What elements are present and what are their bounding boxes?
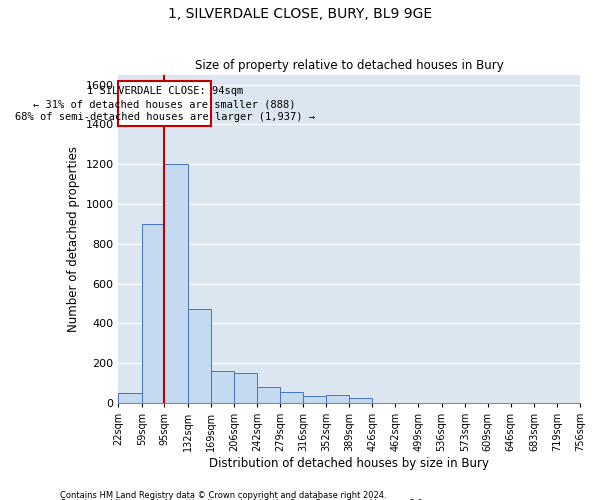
Bar bbox=[164, 164, 188, 403]
Bar bbox=[304, 396, 326, 403]
Bar bbox=[142, 224, 164, 403]
Bar bbox=[280, 392, 304, 403]
Bar bbox=[257, 387, 280, 403]
Bar bbox=[118, 80, 211, 126]
Y-axis label: Number of detached properties: Number of detached properties bbox=[67, 146, 80, 332]
Text: 1, SILVERDALE CLOSE, BURY, BL9 9GE: 1, SILVERDALE CLOSE, BURY, BL9 9GE bbox=[168, 8, 432, 22]
Text: 68% of semi-detached houses are larger (1,937) →: 68% of semi-detached houses are larger (… bbox=[14, 112, 314, 122]
Bar bbox=[326, 395, 349, 403]
Bar bbox=[118, 393, 142, 403]
Bar bbox=[234, 373, 257, 403]
Text: Contains HM Land Registry data © Crown copyright and database right 2024.: Contains HM Land Registry data © Crown c… bbox=[60, 490, 386, 500]
Title: Size of property relative to detached houses in Bury: Size of property relative to detached ho… bbox=[195, 59, 503, 72]
Text: ← 31% of detached houses are smaller (888): ← 31% of detached houses are smaller (88… bbox=[34, 100, 296, 110]
Bar bbox=[349, 398, 373, 403]
Text: 1 SILVERDALE CLOSE: 94sqm: 1 SILVERDALE CLOSE: 94sqm bbox=[86, 86, 243, 96]
Bar bbox=[211, 371, 234, 403]
Text: Contains public sector information licensed under the Open Government Licence v3: Contains public sector information licen… bbox=[60, 499, 425, 500]
X-axis label: Distribution of detached houses by size in Bury: Distribution of detached houses by size … bbox=[209, 457, 489, 470]
Bar bbox=[188, 310, 211, 403]
